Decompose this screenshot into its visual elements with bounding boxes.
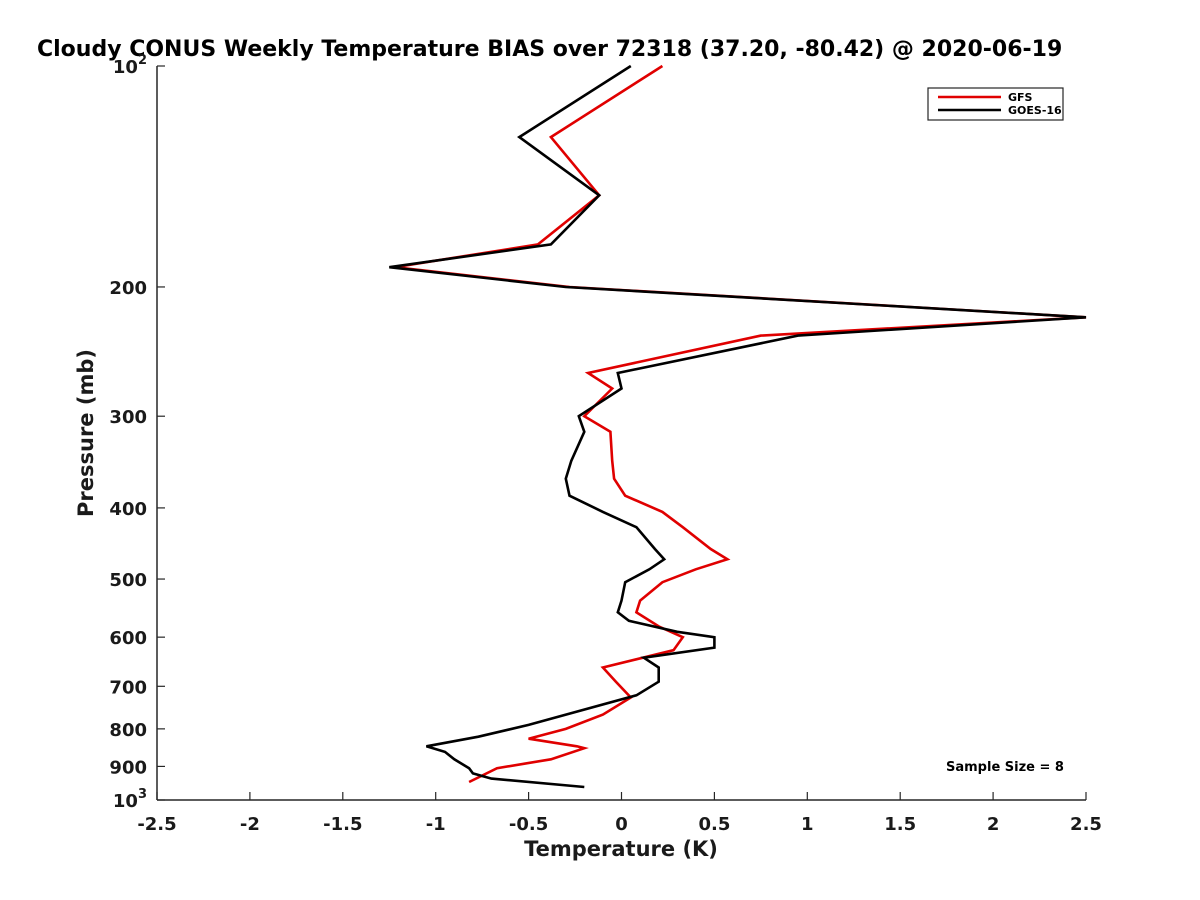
x-tick-label: 0.5 [698, 814, 730, 835]
y-axis-label: Pressure (mb) [74, 349, 98, 517]
legend-label-goes16: GOES-16 [1008, 104, 1062, 117]
y-tick-label: 200 [109, 278, 147, 299]
x-tick-label: -1 [426, 814, 446, 835]
x-tick-label: 0 [615, 814, 628, 835]
y-tick-exponent: 3 [138, 787, 147, 802]
y-tick-label: 300 [109, 407, 147, 428]
y-tick-label: 900 [109, 757, 147, 778]
y-tick-label: 500 [109, 570, 147, 591]
chart: Cloudy CONUS Weekly Temperature BIAS ove… [0, 0, 1200, 900]
x-tick-label: -2.5 [137, 814, 176, 835]
x-axis-label: Temperature (K) [524, 837, 718, 861]
x-tick-label: 1 [801, 814, 814, 835]
legend-label-gfs: GFS [1008, 91, 1033, 104]
chart-title: Cloudy CONUS Weekly Temperature BIAS ove… [37, 37, 1062, 62]
x-tick-label: 2.5 [1070, 814, 1102, 835]
x-tick-label: -0.5 [509, 814, 548, 835]
x-tick-label: -2 [240, 814, 260, 835]
legend: GFS GOES-16 [928, 88, 1063, 120]
x-tick-label: 2 [987, 814, 1000, 835]
sample-size-annotation: Sample Size = 8 [946, 760, 1064, 775]
y-tick-label: 700 [109, 677, 147, 698]
y-tick-label: 400 [109, 499, 147, 520]
y-tick-exponent: 2 [138, 53, 147, 68]
x-tick-label: 1.5 [884, 814, 916, 835]
y-tick-label: 600 [109, 628, 147, 649]
x-tick-label: -1.5 [323, 814, 362, 835]
y-tick-label: 800 [109, 720, 147, 741]
